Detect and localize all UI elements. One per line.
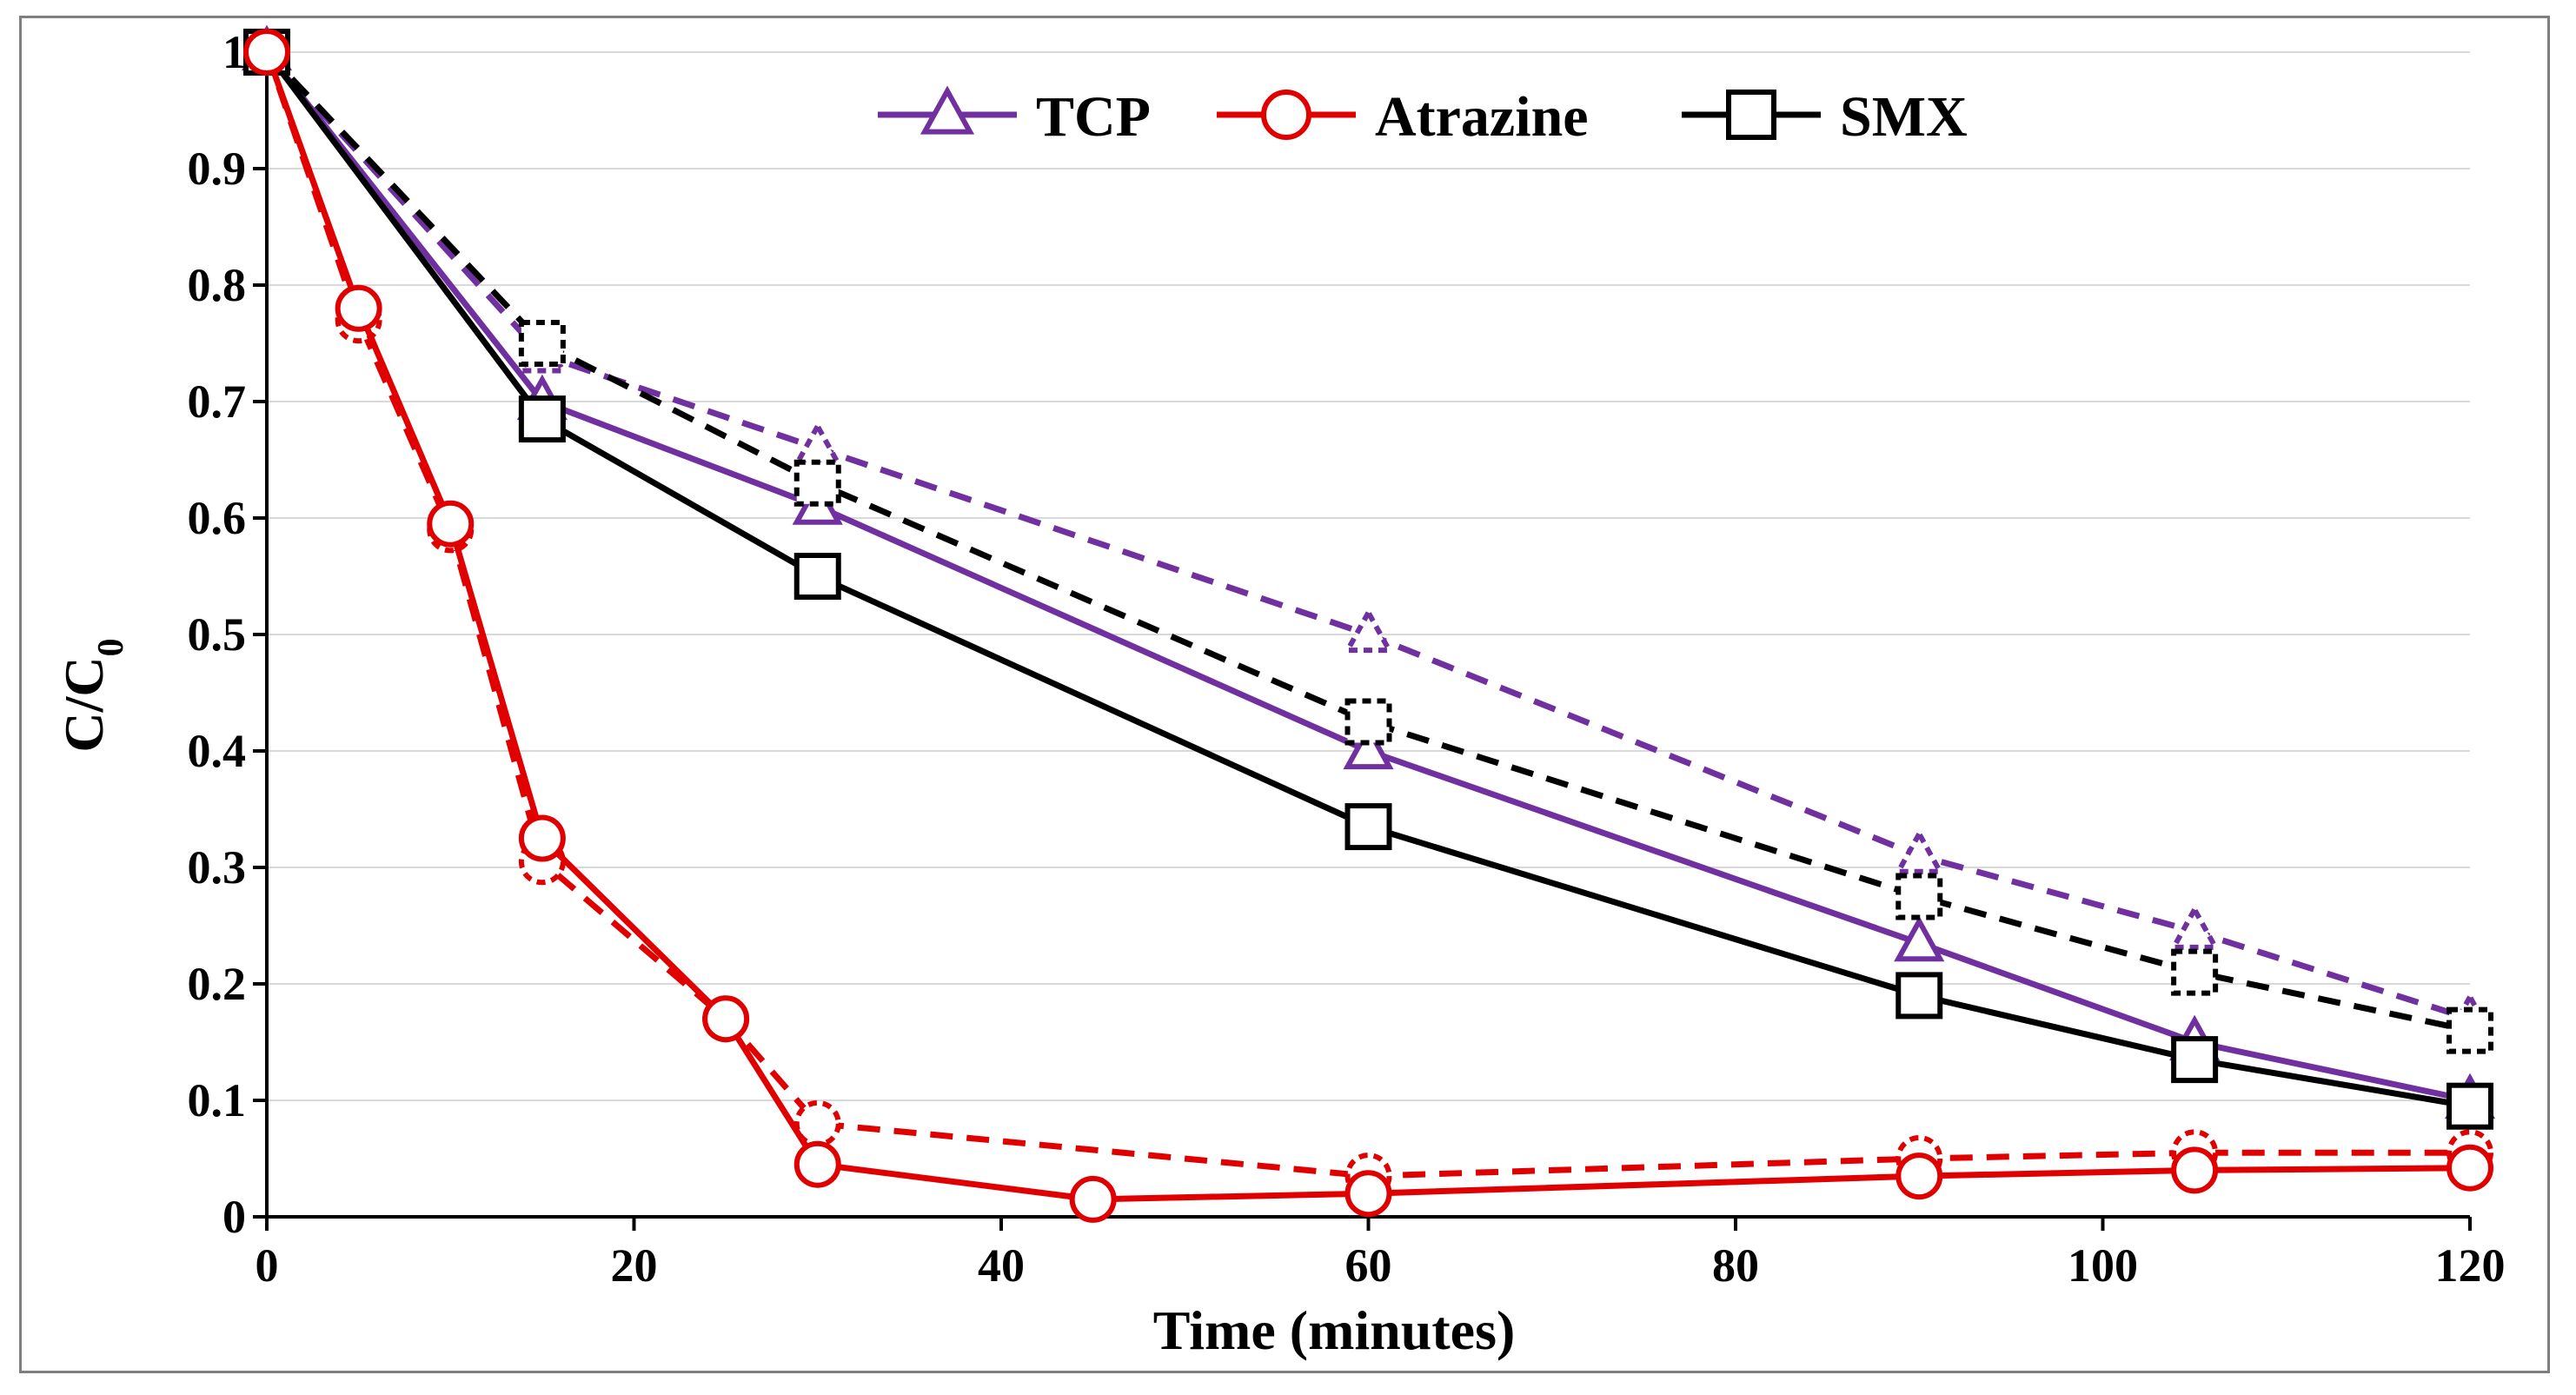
series-line — [264, 50, 2471, 1110]
data-point — [793, 553, 841, 600]
y-tick-label: 0.7 — [188, 375, 247, 428]
y-axis-title-main: C/C — [53, 656, 115, 752]
series-smx-dashed — [243, 29, 2493, 1054]
data-point — [335, 284, 382, 332]
data-point — [243, 29, 290, 76]
y-tick-label: 0.1 — [188, 1074, 247, 1126]
legend-marker — [920, 85, 975, 135]
data-point — [1895, 1153, 1943, 1200]
data-point — [1894, 915, 1945, 962]
legend: TCP Atrazine SMX — [878, 85, 1968, 149]
data-point — [1343, 723, 1394, 770]
data-point — [1895, 972, 1943, 1020]
data-point — [2169, 904, 2221, 950]
x-tick-label: 0 — [256, 1239, 279, 1292]
series-line — [264, 50, 2472, 1022]
x-tick-label: 120 — [2435, 1239, 2506, 1292]
y-tick-label: 0.4 — [188, 725, 247, 777]
y-tick-label: 1 — [222, 26, 246, 78]
data-point — [1344, 803, 1392, 851]
grid-lines — [267, 51, 2470, 1101]
data-point — [518, 320, 566, 367]
y-tick-label: 0.9 — [188, 143, 247, 195]
y-axis-title: C/C0 — [53, 638, 131, 752]
data-point — [1344, 698, 1392, 746]
data-point — [2447, 1006, 2493, 1054]
series-tcp-dashed — [241, 24, 2496, 1038]
data-point — [1344, 1170, 1392, 1218]
data-point — [2171, 948, 2219, 996]
x-tick-label: 60 — [1345, 1239, 1392, 1292]
series-line — [264, 50, 2471, 1104]
legend-label: TCP — [1036, 85, 1151, 149]
data-point — [1895, 873, 1943, 920]
data-point — [792, 421, 843, 467]
x-tick-label: 80 — [1712, 1239, 1759, 1292]
data-point — [2447, 1082, 2493, 1130]
data-point — [793, 459, 841, 507]
data-point — [1069, 1175, 1117, 1223]
y-tick-label: 0.8 — [188, 259, 247, 311]
data-point — [2171, 1146, 2219, 1194]
series-smx-solid — [243, 29, 2493, 1130]
y-tick-label: 0.6 — [188, 492, 247, 544]
y-tick-label: 0.3 — [188, 841, 247, 893]
series-layer — [241, 24, 2496, 1223]
series-tcp-solid — [241, 24, 2496, 1119]
tick-marks: 0 0.1 0.2 0.3 0.4 0.5 0.6 0.7 0.8 0.9 1 0 20 40 60 80 10… — [188, 26, 2506, 1292]
series-line — [264, 50, 2471, 1034]
y-axis-title-subscript: 0 — [91, 638, 131, 656]
legend-item-atrazine: Atrazine — [1217, 85, 1589, 149]
data-point — [518, 814, 566, 862]
data-point — [1894, 828, 1945, 874]
y-tick-label: 0.2 — [188, 958, 247, 1010]
legend-item-tcp: TCP — [878, 85, 1151, 149]
data-point — [427, 500, 475, 548]
data-point — [2447, 1144, 2493, 1192]
legend-label: SMX — [1840, 85, 1968, 149]
y-tick-label: 0 — [222, 1191, 246, 1243]
data-point — [702, 995, 750, 1043]
x-tick-label: 100 — [2068, 1239, 2138, 1292]
legend-label: Atrazine — [1375, 85, 1589, 149]
y-tick-label: 0.5 — [188, 608, 247, 661]
series-atrazine-solid — [243, 29, 2493, 1223]
x-axis-title: Time (minutes) — [1153, 1299, 1516, 1361]
legend-marker — [1261, 90, 1311, 140]
data-point — [1343, 607, 1394, 654]
x-tick-label: 20 — [611, 1239, 658, 1292]
legend-item-smx: SMX — [1682, 85, 1968, 149]
data-point — [793, 1140, 841, 1188]
data-point — [2171, 1036, 2219, 1084]
data-point — [518, 395, 566, 443]
legend-marker — [1726, 90, 1776, 140]
x-tick-label: 40 — [978, 1239, 1025, 1292]
